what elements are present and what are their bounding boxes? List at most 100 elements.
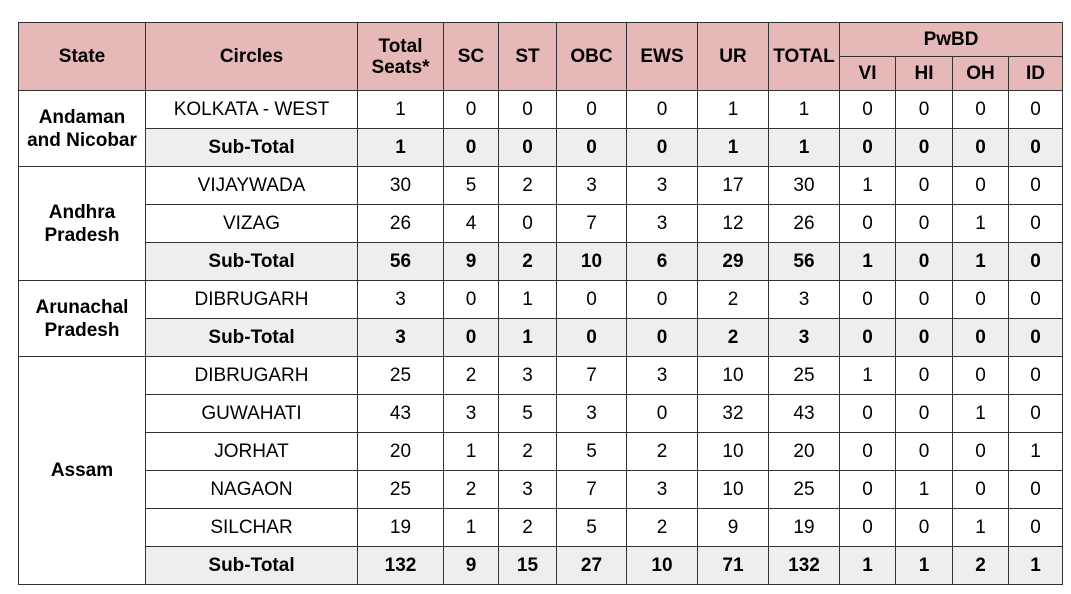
subtotal-cell: 0 <box>556 318 627 357</box>
subtotal-cell: 9 <box>443 546 499 585</box>
subtotal-cell: 0 <box>626 318 698 357</box>
value-cell: 0 <box>952 470 1009 509</box>
subtotal-cell: 1 <box>768 128 840 167</box>
subtotal-cell: 0 <box>443 318 499 357</box>
value-cell: 2 <box>498 432 557 471</box>
value-cell: 25 <box>768 356 840 395</box>
value-cell: 0 <box>895 432 953 471</box>
subtotal-cell: 0 <box>839 128 896 167</box>
value-cell: 0 <box>443 90 499 129</box>
value-cell: 43 <box>768 394 840 433</box>
subtotal-cell: 0 <box>498 128 557 167</box>
value-cell: 0 <box>895 204 953 243</box>
subtotal-cell: 27 <box>556 546 627 585</box>
subtotal-cell: 15 <box>498 546 557 585</box>
value-cell: 1 <box>952 394 1009 433</box>
value-cell: 5 <box>556 432 627 471</box>
state-cell: Andaman and Nicobar <box>18 90 146 167</box>
subtotal-cell: 0 <box>626 128 698 167</box>
value-cell: 0 <box>1007 166 1064 205</box>
value-cell: 0 <box>839 90 896 129</box>
subtotal-label: Sub-Total <box>145 128 358 167</box>
header-row: VI HI OH ID <box>19 56 1064 91</box>
subtotal-cell: 0 <box>839 318 896 357</box>
header-cell: VI <box>839 56 896 91</box>
value-cell: 0 <box>1007 356 1064 395</box>
subtotal-cell: 6 <box>626 242 698 281</box>
value-cell: 0 <box>1007 470 1064 509</box>
data-row: JORHAT 20 1 2 5 2 10 20 0 0 0 1 <box>19 432 1064 471</box>
value-cell: 2 <box>626 432 698 471</box>
header-cell: PwBD <box>838 22 1064 57</box>
header-cell: OBC <box>556 22 627 91</box>
data-row: SILCHAR 19 1 2 5 2 9 19 0 0 1 0 <box>19 508 1064 547</box>
value-cell: 4 <box>443 204 499 243</box>
subtotal-row: Sub-Total 56 9 2 10 6 29 56 1 0 1 0 <box>19 242 1064 281</box>
value-cell: 1 <box>839 356 896 395</box>
header-cell: OH <box>952 56 1009 91</box>
subtotal-cell: 0 <box>895 242 953 281</box>
subtotal-cell: 1 <box>839 242 896 281</box>
value-cell: 0 <box>895 394 953 433</box>
subtotal-cell: 0 <box>556 128 627 167</box>
value-cell: 0 <box>839 470 896 509</box>
value-cell: 1 <box>768 90 840 129</box>
subtotal-cell: 0 <box>895 318 953 357</box>
subtotal-cell: 1 <box>839 546 896 585</box>
value-cell: 1 <box>697 90 769 129</box>
subtotal-cell: 1 <box>357 128 444 167</box>
value-cell: 0 <box>839 394 896 433</box>
header-cell: ST <box>498 22 557 91</box>
value-cell: 0 <box>1007 280 1064 319</box>
value-cell: 25 <box>357 470 444 509</box>
subtotal-cell: 2 <box>697 318 769 357</box>
state-cell: Assam <box>18 356 146 585</box>
value-cell: 10 <box>697 470 769 509</box>
value-cell: 0 <box>839 280 896 319</box>
value-cell: 0 <box>626 90 698 129</box>
value-cell: 0 <box>626 394 698 433</box>
value-cell: 3 <box>556 394 627 433</box>
subtotal-cell: 0 <box>952 318 1009 357</box>
value-cell: 3 <box>768 280 840 319</box>
value-cell: 43 <box>357 394 444 433</box>
subtotal-cell: 0 <box>1007 242 1064 281</box>
subtotal-cell: 1 <box>895 546 953 585</box>
subtotal-label: Sub-Total <box>145 242 358 281</box>
subtotal-cell: 0 <box>952 128 1009 167</box>
value-cell: 0 <box>952 280 1009 319</box>
subtotal-cell: 56 <box>357 242 444 281</box>
value-cell: 2 <box>498 166 557 205</box>
value-cell: 0 <box>498 204 557 243</box>
table-body: Andaman and Nicobar KOLKATA - WEST 1 0 0 0 0 1 1… <box>18 90 1064 585</box>
value-cell: 0 <box>1007 90 1064 129</box>
subtotal-cell: 10 <box>626 546 698 585</box>
value-cell: 0 <box>952 166 1009 205</box>
value-cell: 26 <box>357 204 444 243</box>
data-row: GUWAHATI 43 3 5 3 0 32 43 0 0 1 0 <box>19 394 1064 433</box>
circle-cell: JORHAT <box>145 432 358 471</box>
circle-cell: VIZAG <box>145 204 358 243</box>
data-row: Andaman and Nicobar KOLKATA - WEST 1 0 0 0 0 1 1… <box>18 90 1064 167</box>
subtotal-cell: 132 <box>768 546 840 585</box>
value-cell: 0 <box>1007 394 1064 433</box>
value-cell: 0 <box>498 90 557 129</box>
subtotal-cell: 3 <box>357 318 444 357</box>
value-cell: 5 <box>498 394 557 433</box>
seat-table: State Circles Total Seats* SC ST OBC EWS UR TOTA… <box>18 22 1064 585</box>
value-cell: 0 <box>626 280 698 319</box>
circle-cell: KOLKATA - WEST <box>145 90 358 129</box>
value-cell: 7 <box>556 204 627 243</box>
value-cell: 0 <box>895 508 953 547</box>
header-cell: Circles <box>145 22 358 91</box>
subtotal-cell: 71 <box>697 546 769 585</box>
value-cell: 5 <box>556 508 627 547</box>
value-cell: 3 <box>626 356 698 395</box>
data-row: Andhra Pradesh VIJAYWADA 30 5 2 3 3 17 30 1 0 0 0 <box>18 166 1064 281</box>
header-row: State Circles Total Seats* SC ST OBC EWS UR TOTA… <box>18 22 1064 91</box>
subtotal-cell: 0 <box>895 128 953 167</box>
value-cell: 3 <box>626 204 698 243</box>
header-cell: ID <box>1007 56 1064 91</box>
value-cell: 2 <box>697 280 769 319</box>
